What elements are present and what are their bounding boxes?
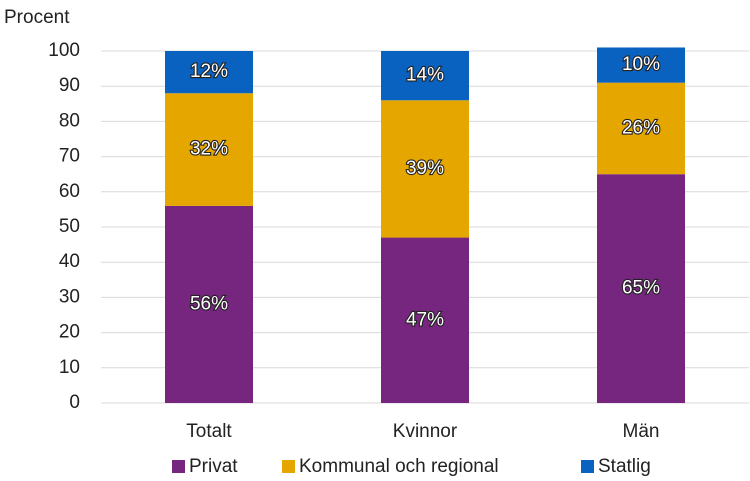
data-label: 14% bbox=[406, 65, 444, 86]
legend-label: Kommunal och regional bbox=[299, 456, 499, 477]
y-tick-label: 0 bbox=[69, 392, 80, 413]
y-tick-label: 40 bbox=[59, 251, 80, 272]
y-tick-label: 60 bbox=[59, 181, 80, 202]
data-label: 47% bbox=[406, 309, 444, 330]
y-tick-label: 20 bbox=[59, 322, 80, 343]
bar-segment bbox=[381, 237, 469, 403]
y-tick-label: 50 bbox=[59, 216, 80, 237]
data-label: 26% bbox=[622, 117, 660, 138]
y-tick-label: 90 bbox=[59, 75, 80, 96]
data-label: 32% bbox=[190, 139, 228, 160]
bar-segment bbox=[165, 93, 253, 206]
y-tick-label: 10 bbox=[59, 357, 80, 378]
bar-segment bbox=[381, 51, 469, 101]
bar-segment bbox=[597, 174, 685, 403]
data-label: 39% bbox=[406, 158, 444, 179]
y-tick-label: 80 bbox=[59, 110, 80, 131]
bar-segment bbox=[597, 47, 685, 83]
legend-swatch bbox=[172, 460, 185, 473]
bar-segment bbox=[165, 51, 253, 94]
y-axis-label: Procent bbox=[4, 7, 70, 28]
legend-label: Statlig bbox=[598, 456, 651, 477]
x-tick-label: Totalt bbox=[186, 421, 232, 442]
data-label: 10% bbox=[622, 54, 660, 75]
legend-swatch bbox=[282, 460, 295, 473]
data-label: 65% bbox=[622, 278, 660, 299]
bar-segment bbox=[165, 205, 253, 403]
y-tick-label: 70 bbox=[59, 146, 80, 167]
legend-label: Privat bbox=[189, 456, 238, 477]
x-tick-label: Kvinnor bbox=[393, 421, 458, 442]
bar-segment bbox=[381, 100, 469, 238]
legend-swatch bbox=[581, 460, 594, 473]
bar-segment bbox=[597, 82, 685, 175]
data-label: 56% bbox=[190, 293, 228, 314]
y-tick-label: 100 bbox=[48, 40, 80, 61]
data-label: 12% bbox=[190, 61, 228, 82]
y-tick-label: 30 bbox=[59, 286, 80, 307]
x-tick-label: Män bbox=[623, 421, 660, 442]
